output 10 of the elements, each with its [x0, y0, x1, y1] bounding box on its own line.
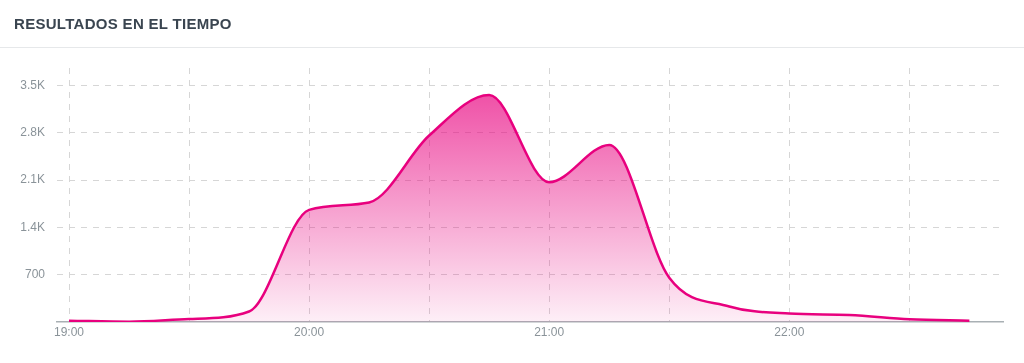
x-tick-label: 19:00: [53, 324, 85, 339]
y-tick-label: 1.4K: [20, 219, 45, 234]
y-tick-label: 2.8K: [20, 125, 45, 140]
x-tick-label: 20:00: [294, 324, 325, 339]
x-tick-label: 21:00: [534, 324, 565, 339]
y-tick-label: 3.5K: [20, 77, 45, 92]
chart-title: RESULTADOS EN EL TIEMPO: [0, 0, 1024, 48]
x-tick-label: 22:00: [774, 324, 805, 339]
y-tick-label: 700: [24, 267, 46, 282]
y-tick-label: 2.1K: [20, 172, 45, 187]
